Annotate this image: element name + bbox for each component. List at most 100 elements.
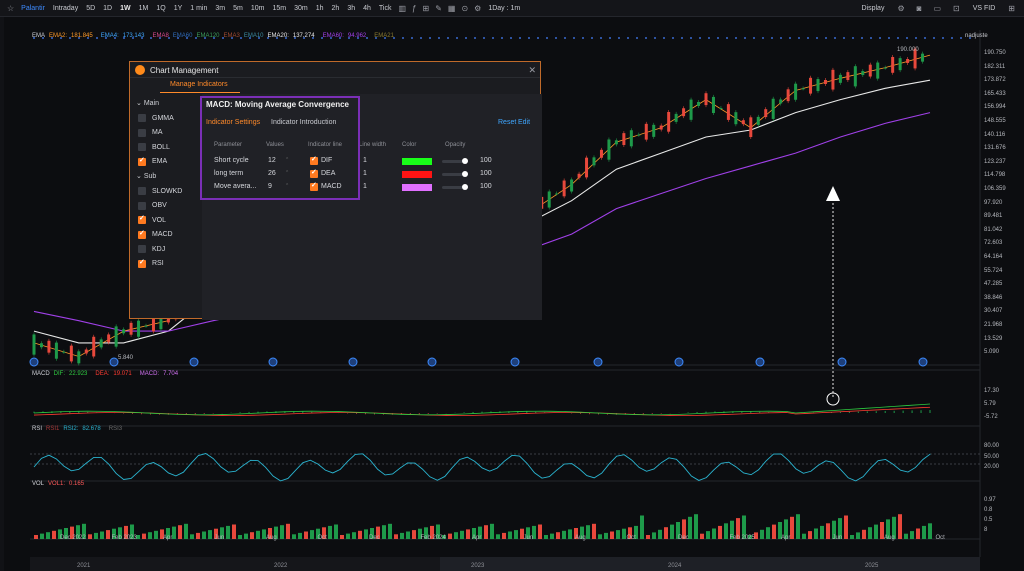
interval-1q[interactable]: 1Q: [156, 4, 166, 12]
interval-tick[interactable]: Tick: [378, 4, 392, 12]
line-checkbox-icon[interactable]: [310, 155, 318, 165]
target-icon[interactable]: ⊙: [461, 3, 469, 13]
interval-3m[interactable]: 3m: [215, 4, 226, 12]
line-width[interactable]: 1: [363, 183, 367, 190]
lock-icon[interactable]: ⊡: [953, 4, 960, 13]
legend-name[interactable]: DEA:: [95, 371, 110, 377]
indicator-icon[interactable]: ƒ: [412, 3, 417, 13]
opacity-slider[interactable]: [442, 186, 468, 189]
param-value[interactable]: 9: [268, 183, 272, 190]
checkbox-icon[interactable]: [138, 187, 146, 195]
legend-name[interactable]: EMA10: [243, 33, 264, 39]
vs-fid-button[interactable]: VS FID: [972, 5, 996, 12]
checkbox-icon[interactable]: [138, 214, 146, 224]
star-icon[interactable]: ☆: [7, 3, 15, 13]
section-sub[interactable]: ⌄ Sub: [136, 172, 156, 180]
tab-manage-indicators[interactable]: Manage Indicators: [170, 81, 228, 88]
legend-name[interactable]: DIF:: [53, 371, 66, 377]
interval-5m[interactable]: 5m: [233, 4, 243, 12]
legend-name[interactable]: RSI3: [108, 426, 123, 432]
settings-icon[interactable]: ⚙: [474, 3, 482, 13]
symbol-name[interactable]: Palantir: [21, 4, 45, 12]
interval-1h[interactable]: 1h: [315, 4, 324, 12]
interval-10m[interactable]: 10m: [250, 4, 265, 12]
color-swatch[interactable]: [402, 171, 432, 178]
checkbox-icon[interactable]: [138, 114, 146, 122]
slider-knob[interactable]: [462, 158, 468, 164]
main-item-ema[interactable]: EMA: [138, 156, 167, 167]
legend-name[interactable]: VOL1:: [48, 481, 66, 487]
interval-2h[interactable]: 2h: [331, 4, 340, 12]
checkbox-icon[interactable]: [138, 245, 146, 253]
sub-item-slowkd[interactable]: SLOWKD: [138, 186, 182, 196]
line-width[interactable]: 1: [363, 157, 367, 164]
legend-name[interactable]: RSI1: [46, 426, 60, 432]
opacity-value[interactable]: 100: [480, 157, 492, 164]
opacity-slider[interactable]: [442, 160, 468, 163]
edit-button[interactable]: Edit: [518, 119, 531, 126]
sub-item-macd[interactable]: MACD: [138, 229, 173, 240]
checkbox-icon[interactable]: [138, 128, 146, 137]
interval-1m[interactable]: 1M: [138, 4, 149, 12]
legend-name[interactable]: RSI2:: [63, 426, 79, 432]
opacity-slider[interactable]: [442, 173, 468, 176]
color-swatch[interactable]: [402, 184, 432, 191]
checkbox-icon[interactable]: [138, 143, 146, 151]
grid-icon[interactable]: ⊞: [1008, 4, 1015, 13]
interval-4h[interactable]: 4h: [363, 4, 371, 12]
display-button[interactable]: Display: [861, 5, 885, 12]
opacity-value[interactable]: 100: [480, 183, 492, 190]
legend-name[interactable]: MACD:: [139, 371, 160, 377]
close-icon[interactable]: ✕: [528, 65, 536, 75]
sub-item-kdj[interactable]: KDJ: [138, 244, 165, 254]
legend-name[interactable]: EMA: [32, 33, 46, 39]
legend-name[interactable]: EMA20:: [267, 33, 289, 39]
stepper-icon[interactable]: ⌃: [285, 183, 290, 189]
interval-intraday[interactable]: Intraday: [52, 4, 79, 12]
legend-name[interactable]: EMA3: [223, 33, 240, 39]
color-swatch[interactable]: [402, 158, 432, 165]
interval-1w[interactable]: 1W: [120, 4, 131, 12]
legend-name[interactable]: MACD: [32, 371, 50, 377]
line-checkbox-icon[interactable]: [310, 181, 318, 191]
section-main[interactable]: ⌄ Main: [136, 99, 159, 107]
reset-button[interactable]: Reset: [498, 119, 517, 126]
camera-icon[interactable]: ◙: [916, 4, 922, 13]
interval-15m[interactable]: 15m: [272, 4, 287, 12]
checkbox-icon[interactable]: [138, 229, 146, 239]
slider-knob[interactable]: [462, 171, 468, 177]
tab-indicator-settings[interactable]: Indicator Settings: [206, 119, 261, 126]
param-value[interactable]: 26: [268, 170, 276, 177]
legend-name[interactable]: EMA2:: [49, 33, 68, 39]
checkbox-icon[interactable]: [138, 156, 146, 166]
checkbox-icon[interactable]: [138, 258, 146, 268]
draw-icon[interactable]: ✎: [435, 3, 442, 13]
interval-1y[interactable]: 1Y: [173, 4, 183, 12]
opacity-value[interactable]: 100: [480, 170, 492, 177]
main-item-boll[interactable]: BOLL: [138, 142, 170, 152]
compare-icon[interactable]: ⊞: [422, 3, 430, 13]
legend-name[interactable]: EMA21: [374, 33, 394, 39]
legend-name[interactable]: VOL: [32, 481, 45, 487]
legend-name[interactable]: EMA4:: [100, 33, 119, 39]
param-value[interactable]: 12: [268, 157, 276, 164]
window-icon[interactable]: ▭: [933, 4, 942, 13]
legend-name[interactable]: RSI: [32, 426, 43, 432]
interval-3h[interactable]: 3h: [347, 4, 356, 12]
sub-item-obv[interactable]: OBV: [138, 201, 167, 211]
range-selector[interactable]: 1Day : 1m: [488, 4, 521, 12]
interval-1min[interactable]: 1 min: [190, 4, 208, 12]
legend-name[interactable]: EMA60: [172, 33, 193, 39]
line-width[interactable]: 1: [363, 170, 367, 177]
tab-indicator-introduction[interactable]: Indicator Introduction: [271, 119, 337, 126]
stepper-icon[interactable]: ⌃: [285, 170, 290, 176]
layout-icon[interactable]: ▦: [447, 3, 456, 13]
main-item-ma[interactable]: MA: [138, 128, 163, 138]
stepper-icon[interactable]: ⌃: [285, 157, 290, 163]
sub-item-rsi[interactable]: RSI: [138, 258, 164, 269]
legend-name[interactable]: EMA120: [196, 33, 220, 39]
checkbox-icon[interactable]: [138, 201, 146, 210]
dialog-titlebar[interactable]: Chart Management ✕: [130, 62, 540, 78]
sub-item-vol[interactable]: VOL: [138, 214, 166, 225]
line-checkbox-icon[interactable]: [310, 168, 318, 178]
